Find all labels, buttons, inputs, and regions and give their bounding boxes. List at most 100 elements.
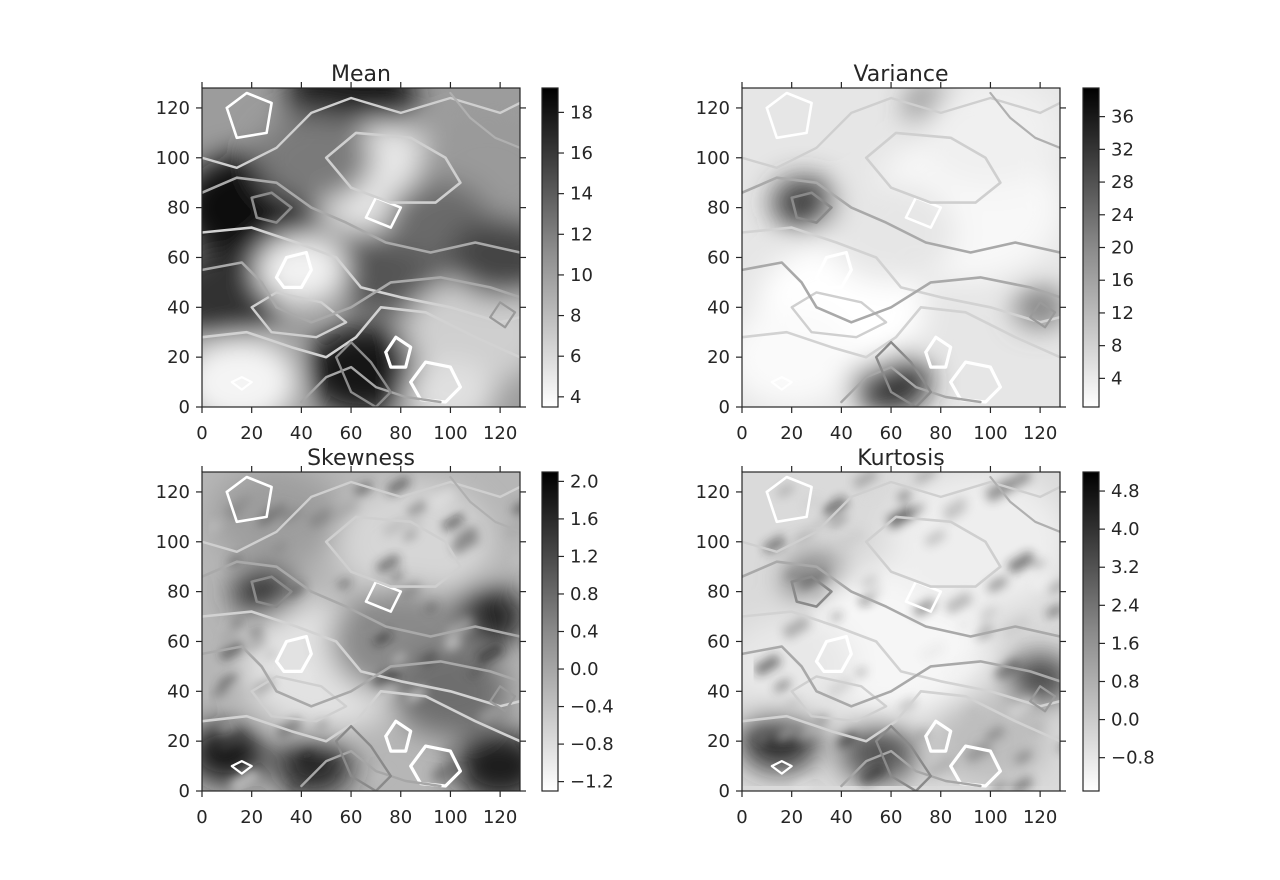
colorbar: 4.8 4.0 3.2 2.4 1.6 0.8 0.0 −0.8 (1082, 471, 1155, 792)
panel-title: Variance (853, 62, 948, 87)
colorbar-tick-label: −0.4 (570, 697, 614, 718)
contour-line (274, 250, 313, 289)
colorbar-tick-label: 16 (1111, 270, 1134, 291)
y-tick-label: 40 (167, 297, 190, 318)
contour-line (202, 610, 520, 708)
contour-line (742, 176, 1060, 254)
texture-streak (966, 706, 980, 717)
texture-streak (1006, 550, 1036, 575)
texture-streak (912, 597, 937, 618)
texture-streak (863, 486, 881, 501)
texture-streak (831, 611, 843, 622)
colorbar: 2.0 1.6 1.2 0.8 0.4 0.0 −0.4 −0.8 −1.2 (541, 471, 614, 793)
texture-streak (834, 526, 867, 554)
x-tick-label: 0 (196, 807, 207, 828)
x-tick-label: 80 (389, 423, 412, 444)
contour-line (364, 196, 403, 229)
texture-streak (402, 529, 418, 542)
colorbar-gradient (542, 472, 558, 791)
texture-streak (924, 753, 957, 781)
x-tick-label: 60 (340, 807, 363, 828)
colorbar-tick-label: 8 (570, 306, 581, 327)
colorbar-frame (541, 87, 559, 408)
contour-line (924, 335, 953, 369)
contour-line (300, 749, 442, 788)
contour-line (449, 91, 520, 149)
y-tick-label: 40 (707, 681, 730, 702)
heatmap-blobs (202, 88, 520, 407)
x-tick-label: 20 (240, 807, 263, 828)
x-tick-label: 120 (483, 807, 517, 828)
y-tick-label: 20 (167, 347, 190, 368)
contour-line (250, 575, 293, 608)
texture-streak (980, 606, 998, 621)
colorbar-tick-label: 1.2 (570, 546, 599, 567)
texture-streak (249, 627, 264, 639)
x-tick-label: 100 (433, 423, 467, 444)
texture-streak (271, 540, 288, 554)
texture-streak (228, 767, 261, 791)
contour-line (742, 96, 1060, 169)
texture-streak (407, 515, 425, 531)
texture-streak (947, 654, 980, 681)
contour-line (742, 610, 1060, 708)
contour-line (1029, 301, 1057, 329)
colorbar-tick-label: 0.8 (570, 584, 599, 605)
x-tick-label: 80 (929, 807, 952, 828)
x-tick-label: 0 (736, 807, 747, 828)
texture-streak (444, 615, 476, 641)
contour-line (489, 301, 517, 329)
texture-streak (821, 495, 849, 518)
texture-streak (475, 641, 505, 666)
y-tick-label: 20 (167, 731, 190, 752)
y-tick-label: 0 (179, 781, 190, 802)
texture-streak (216, 729, 246, 753)
contour-line (814, 250, 853, 289)
texture-streak (212, 685, 230, 700)
y-tick-label: 100 (156, 148, 190, 169)
contour-line (765, 475, 813, 524)
texture-streak (509, 547, 520, 569)
contour-line (202, 560, 520, 638)
heatmap-blob (202, 337, 298, 407)
texture-streak (984, 725, 1006, 743)
x-tick-label: 120 (1023, 423, 1057, 444)
texture-streak (208, 520, 222, 532)
texture-streak (897, 490, 912, 502)
heatmap-blob (826, 182, 956, 283)
colorbar-tick-label: 12 (1111, 303, 1134, 324)
contour-line (742, 480, 1060, 553)
heatmap-blobs (742, 88, 1060, 407)
contour-lines (742, 475, 1060, 791)
texture-streak (256, 510, 277, 528)
y-tick-label: 120 (696, 98, 730, 119)
heatmap-blob (887, 472, 1060, 612)
y-tick-label: 0 (719, 781, 730, 802)
x-tick-label: 60 (880, 807, 903, 828)
x-tick-label: 100 (973, 807, 1007, 828)
panel-mean: 0 20 40 60 80 100 120 0 20 40 60 80 100 120 Mean 4 6 8 10 1… (156, 62, 593, 444)
x-tick-label: 60 (340, 423, 363, 444)
heatmap-blob (255, 113, 372, 203)
panel-kurtosis: 0 20 40 60 80 100 120 0 20 40 60 80 100 120 Kurtosis 4.… (696, 446, 1155, 828)
y-tick-label: 60 (707, 247, 730, 268)
heatmap-field (202, 472, 520, 791)
contour-line (742, 306, 1060, 359)
contour-line (742, 690, 1060, 743)
colorbar-tick-label: 24 (1111, 205, 1134, 226)
contour-line (335, 725, 392, 791)
texture-streak (217, 684, 246, 708)
texture-streak (794, 722, 821, 744)
colorbar: 4 8 12 16 20 24 28 32 36 (1082, 87, 1134, 408)
texture-streak (450, 530, 480, 556)
colorbar-tick-label: 2.4 (1111, 595, 1140, 616)
texture-streak (476, 703, 503, 726)
texture-streak (240, 492, 273, 519)
contour-line (335, 341, 392, 407)
contour-line (840, 749, 982, 788)
x-tick-label: 40 (830, 807, 853, 828)
contour-line (770, 376, 793, 391)
texture-streak (286, 582, 307, 599)
axes-frame (201, 87, 521, 408)
